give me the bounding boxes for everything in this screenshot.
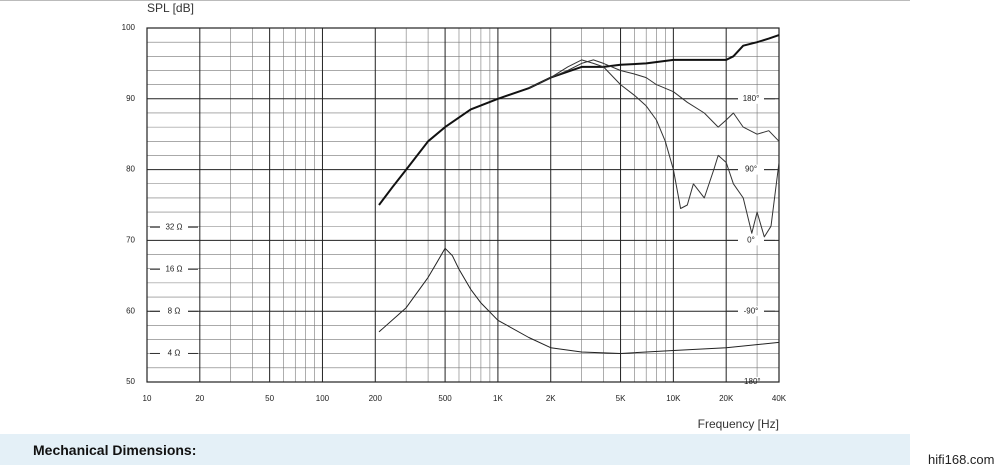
series-line	[550, 59, 780, 238]
y3-tick-label: -90°	[744, 306, 759, 315]
x-tick-label: 100	[316, 394, 330, 403]
series-line	[378, 247, 780, 354]
x-tick-label: 2K	[546, 394, 556, 403]
x-tick-label: 10	[143, 394, 152, 403]
y3-tick-label: 180°	[743, 94, 760, 103]
x-tick-label: 5K	[616, 394, 626, 403]
section-heading: Mechanical Dimensions:	[33, 442, 197, 458]
y-axis-label: SPL [dB]	[147, 1, 194, 15]
x-tick-label: 20	[195, 394, 204, 403]
y2-tick-label: 4 Ω	[168, 349, 181, 358]
x-tick-label: 40K	[772, 394, 787, 403]
y2-tick-label: 32 Ω	[165, 222, 182, 231]
y2-tick-label: 8 Ω	[168, 306, 181, 315]
chart: SPL [dB] Frequency [Hz] 50 60 70 80 90 100 10 2…	[122, 1, 787, 431]
watermark: hifi168.com	[928, 452, 995, 467]
x-tick-label: 10K	[666, 394, 681, 403]
plot-frame	[146, 27, 780, 383]
x-tick-label: 1K	[493, 394, 503, 403]
y-tick-label: 50	[126, 377, 135, 386]
label-backdrop	[738, 164, 764, 175]
y-tick-label: 100	[122, 23, 136, 32]
label-backdrop	[160, 264, 188, 275]
y3-tick-label: 90°	[745, 165, 757, 174]
y3-tick-label: 0°	[747, 236, 755, 245]
y2-tick-label: 16 Ω	[165, 264, 182, 273]
label-backdrop	[738, 306, 764, 317]
y-tick-label: 70	[126, 236, 135, 245]
y-tick-label: 90	[126, 94, 135, 103]
section-bar: Mechanical Dimensions:	[0, 434, 910, 465]
x-tick-label: 50	[265, 394, 274, 403]
label-backdrop	[160, 348, 188, 359]
series-line	[528, 59, 780, 142]
x-tick-label: 500	[438, 394, 452, 403]
y-tick-label: 60	[126, 306, 135, 315]
label-backdrop	[738, 93, 764, 104]
x-axis-label: Frequency [Hz]	[698, 417, 779, 431]
label-backdrop	[160, 222, 188, 233]
label-backdrop	[160, 306, 188, 317]
label-backdrop	[738, 235, 764, 246]
x-tick-label: 200	[369, 394, 383, 403]
plot-area	[147, 28, 779, 382]
top-border	[0, 0, 910, 1]
y-tick-label: 80	[126, 165, 135, 174]
x-tick-label: 20K	[719, 394, 734, 403]
